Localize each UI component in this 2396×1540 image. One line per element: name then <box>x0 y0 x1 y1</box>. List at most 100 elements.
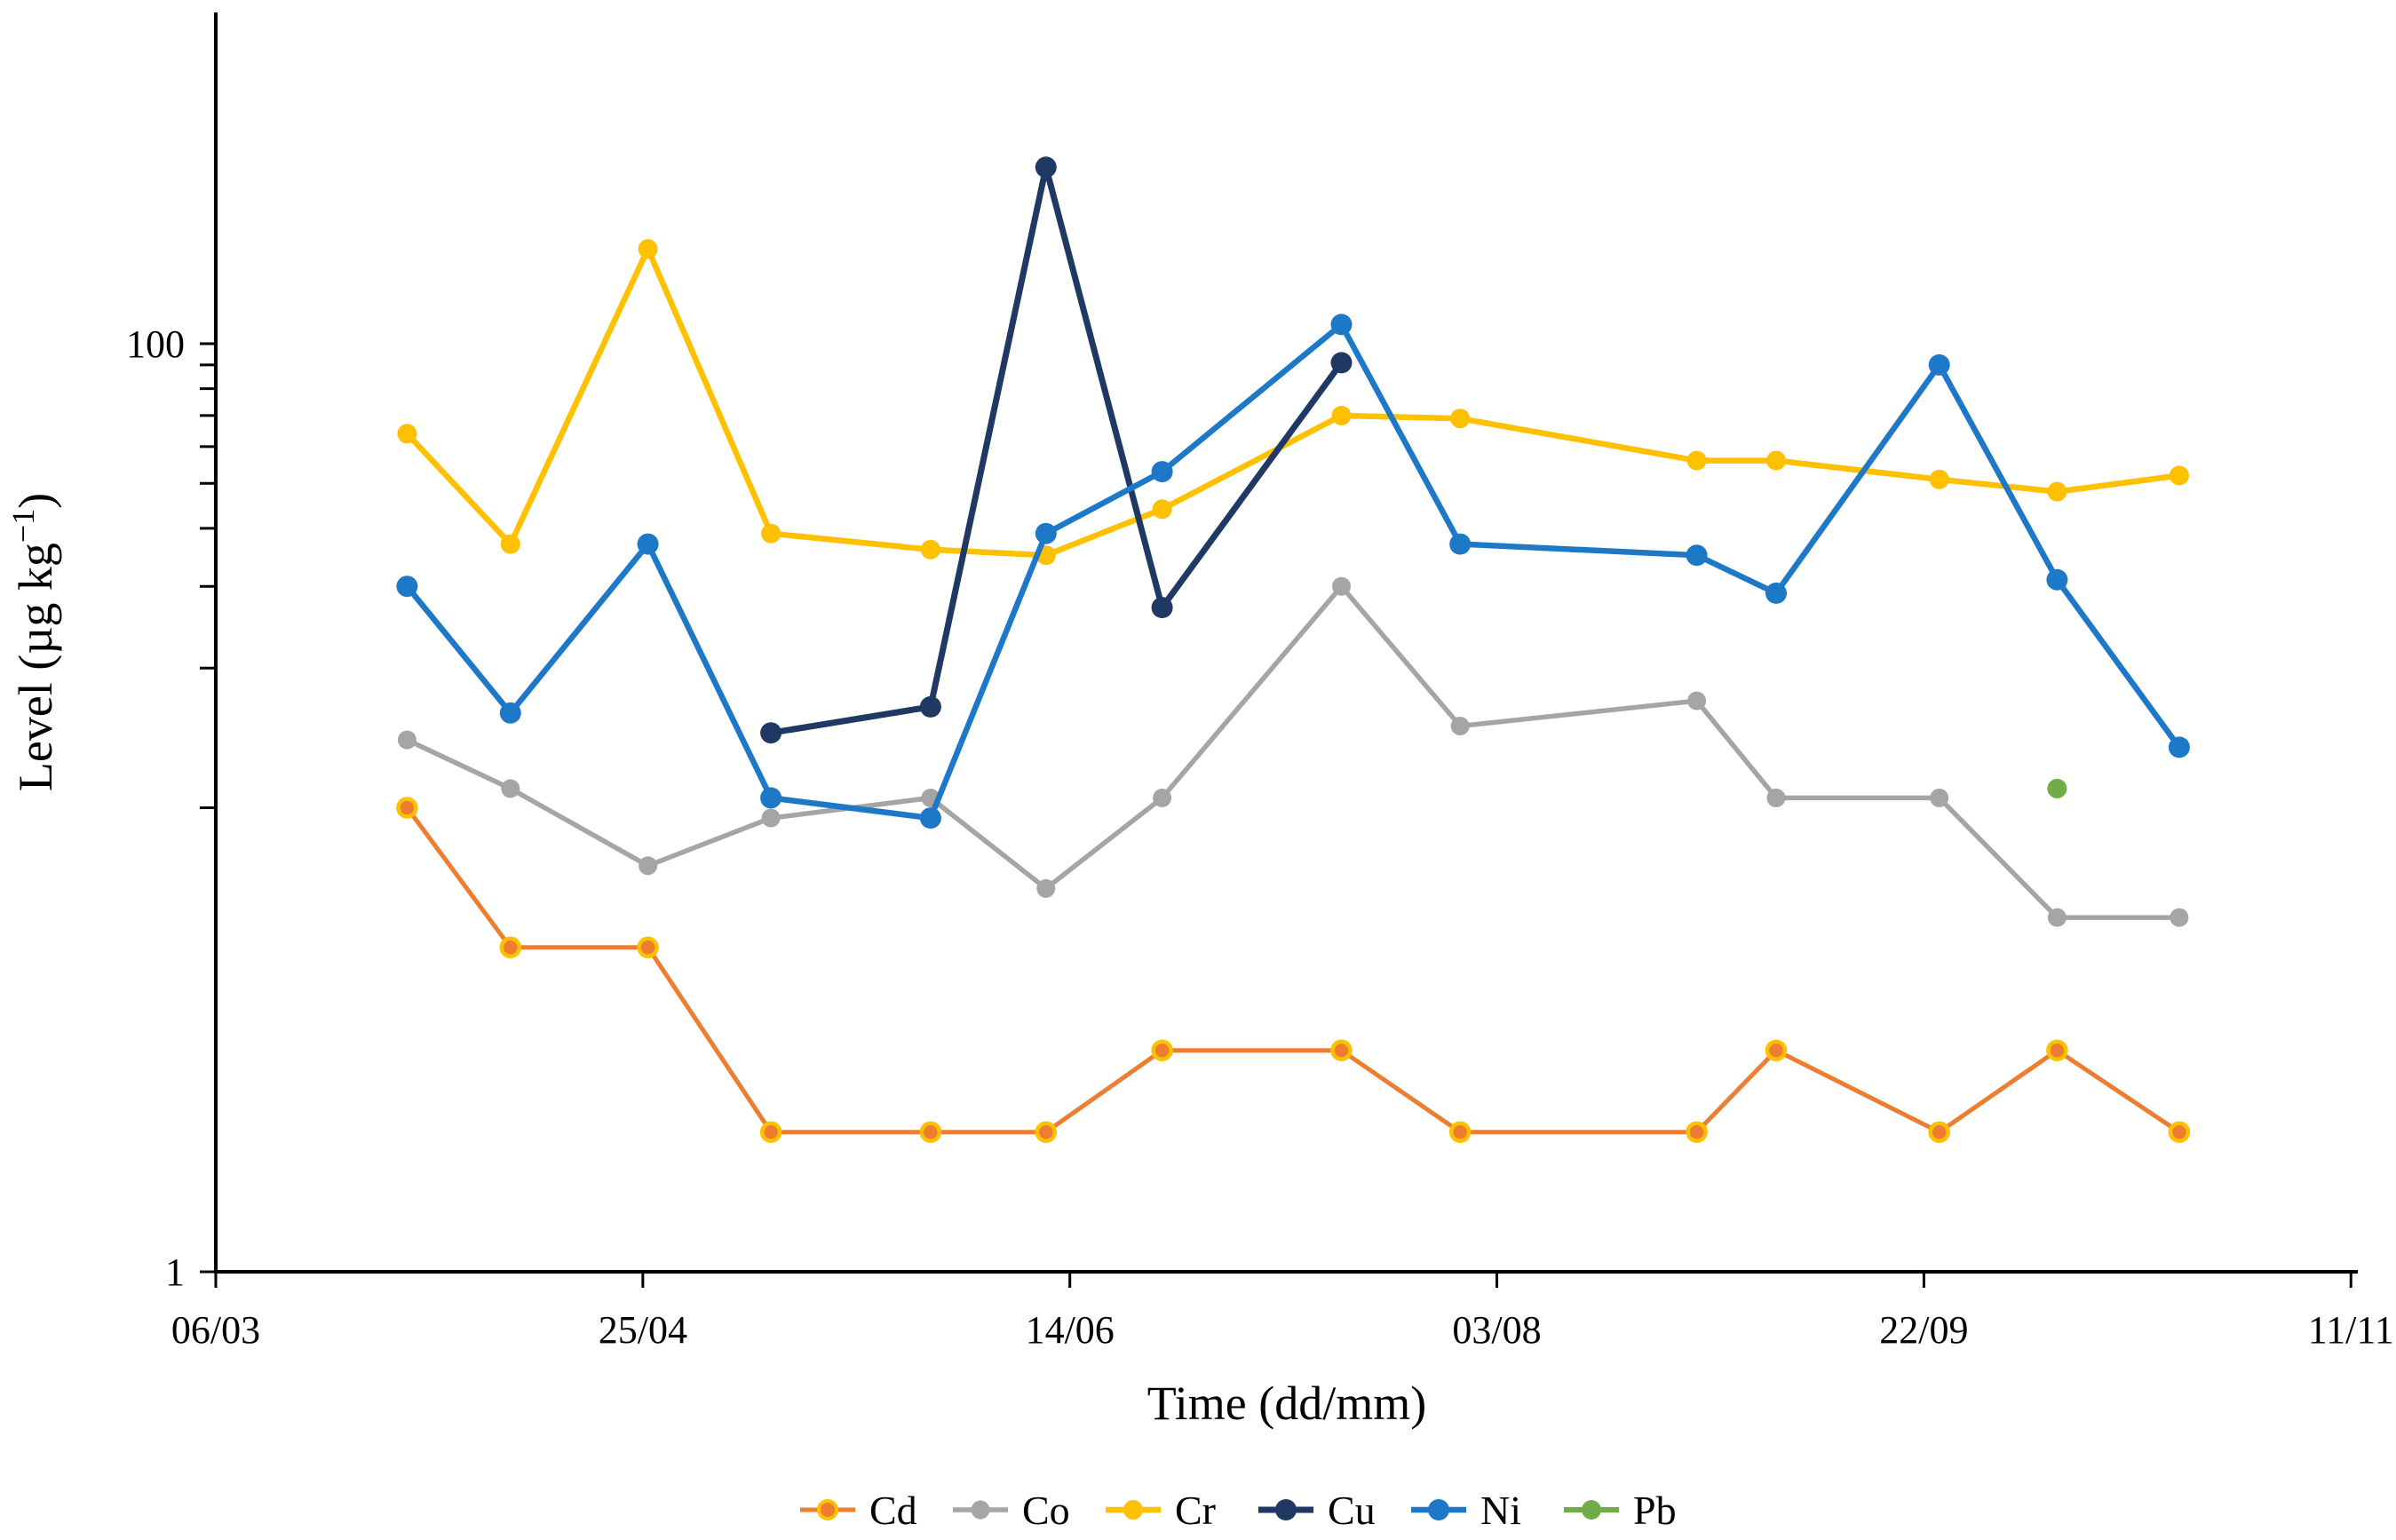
point-ni-8 <box>1449 533 1472 555</box>
legend-marker-co <box>971 1500 990 1520</box>
point-cr-3 <box>761 523 781 544</box>
legend-item-cd: Cd <box>800 1488 917 1533</box>
y-axis-ticks <box>200 342 216 1274</box>
series-cr-line <box>404 246 2183 559</box>
legend-item-pb: Pb <box>1564 1488 1677 1533</box>
point-cr-4 <box>920 539 940 560</box>
point-co-11 <box>1930 788 1949 807</box>
legend-marker-ni <box>1428 1499 1449 1520</box>
point-co-5 <box>1036 878 1056 898</box>
point-co-6 <box>1153 788 1172 807</box>
x-axis-ticks: 06/03 25/04 14/06 03/08 22/09 11/11 <box>171 1272 2394 1352</box>
series-pb <box>2047 778 2067 798</box>
point-cu-5 <box>1035 156 1057 179</box>
point-cd-0 <box>396 797 418 819</box>
y-axis-title-superscript: −1 <box>5 509 41 543</box>
x-axis-title: Time (dd/mm) <box>1147 1377 1427 1430</box>
point-ni-11 <box>1928 353 1950 376</box>
series-co <box>397 576 2189 927</box>
point-cd-7 <box>1330 1039 1353 1061</box>
point-co-12 <box>2047 908 2067 927</box>
legend-label-pb: Pb <box>1633 1488 1677 1533</box>
point-cu-6 <box>1151 597 1173 619</box>
y-tick-label-100: 100 <box>126 322 185 366</box>
series-ni-line <box>404 321 2183 822</box>
point-ni-6 <box>1151 461 1173 483</box>
legend-label-cu: Cu <box>1328 1488 1376 1533</box>
point-co-0 <box>397 730 417 750</box>
point-cd-2 <box>637 936 659 959</box>
point-cd-5 <box>1035 1121 1058 1143</box>
x-tick-label-4: 22/09 <box>1879 1308 1968 1352</box>
x-tick-label-1: 25/04 <box>599 1308 687 1352</box>
point-ni-4 <box>919 807 941 830</box>
x-tick-label-5: 11/11 <box>2308 1308 2394 1352</box>
legend-label-cr: Cr <box>1175 1488 1216 1533</box>
point-cr-8 <box>1450 409 1471 429</box>
point-ni-2 <box>637 533 659 555</box>
point-cd-13 <box>2168 1121 2191 1143</box>
legend-marker-cu <box>1275 1499 1297 1520</box>
point-co-10 <box>1766 788 1786 807</box>
point-ni-9 <box>1686 544 1708 567</box>
series-co-line <box>404 583 2182 920</box>
point-cr-12 <box>2047 481 2067 502</box>
axis-lines <box>214 12 2358 1274</box>
legend: Cd Co Cr Cu Ni Pb <box>800 1488 1677 1533</box>
legend-marker-pb <box>1582 1500 1601 1520</box>
point-cd-11 <box>1928 1121 1950 1143</box>
legend-marker-cd <box>817 1499 838 1520</box>
point-co-1 <box>501 779 520 798</box>
point-cd-1 <box>499 936 522 959</box>
point-co-13 <box>2170 908 2189 927</box>
point-ni-13 <box>2168 736 2190 758</box>
series-cu-line <box>767 163 1345 736</box>
y-tick-label-1: 1 <box>165 1250 185 1294</box>
legend-item-cu: Cu <box>1258 1488 1376 1533</box>
point-co-9 <box>1687 691 1707 710</box>
point-cd-6 <box>1151 1039 1173 1061</box>
point-cd-3 <box>759 1121 782 1143</box>
point-cr-0 <box>397 424 417 444</box>
point-co-7 <box>1332 576 1351 596</box>
point-co-3 <box>761 808 781 828</box>
point-cr-7 <box>1331 405 1352 425</box>
point-ni-12 <box>2046 568 2068 591</box>
point-co-2 <box>639 856 658 876</box>
point-cd-10 <box>1765 1039 1788 1061</box>
point-ni-7 <box>1330 314 1353 336</box>
series-cr <box>397 239 2189 566</box>
point-cr-9 <box>1686 450 1707 471</box>
legend-item-cr: Cr <box>1106 1488 1216 1533</box>
point-ni-0 <box>396 576 418 598</box>
y-axis-title-base: Level (µg kg <box>9 543 62 791</box>
point-cu-7 <box>1330 352 1353 374</box>
x-tick-label-3: 03/08 <box>1452 1308 1541 1352</box>
legend-label-cd: Cd <box>869 1488 917 1533</box>
point-cd-9 <box>1686 1121 1708 1143</box>
legend-item-ni: Ni <box>1411 1488 1521 1533</box>
point-cr-2 <box>638 239 658 259</box>
point-cd-4 <box>919 1121 942 1143</box>
series-ni <box>396 314 2190 830</box>
point-cr-1 <box>500 534 520 554</box>
point-cu-3 <box>760 722 782 744</box>
point-ni-10 <box>1765 582 1787 604</box>
point-cd-8 <box>1448 1121 1472 1143</box>
legend-marker-cr <box>1123 1500 1143 1520</box>
point-cu-4 <box>919 695 941 718</box>
x-tick-label-2: 14/06 <box>1026 1308 1115 1352</box>
point-pb-12 <box>2047 778 2067 798</box>
x-tick-label-0: 06/03 <box>171 1308 260 1352</box>
point-cr-6 <box>1152 499 1172 520</box>
point-cd-12 <box>2046 1039 2068 1061</box>
point-cr-13 <box>2169 465 2189 486</box>
y-axis-title-end: ) <box>9 493 62 509</box>
point-ni-3 <box>760 787 782 809</box>
point-ni-5 <box>1035 522 1057 544</box>
legend-label-co: Co <box>1022 1488 1070 1533</box>
y-axis-title: Level (µg kg−1) <box>5 493 62 791</box>
point-cr-10 <box>1766 450 1786 471</box>
